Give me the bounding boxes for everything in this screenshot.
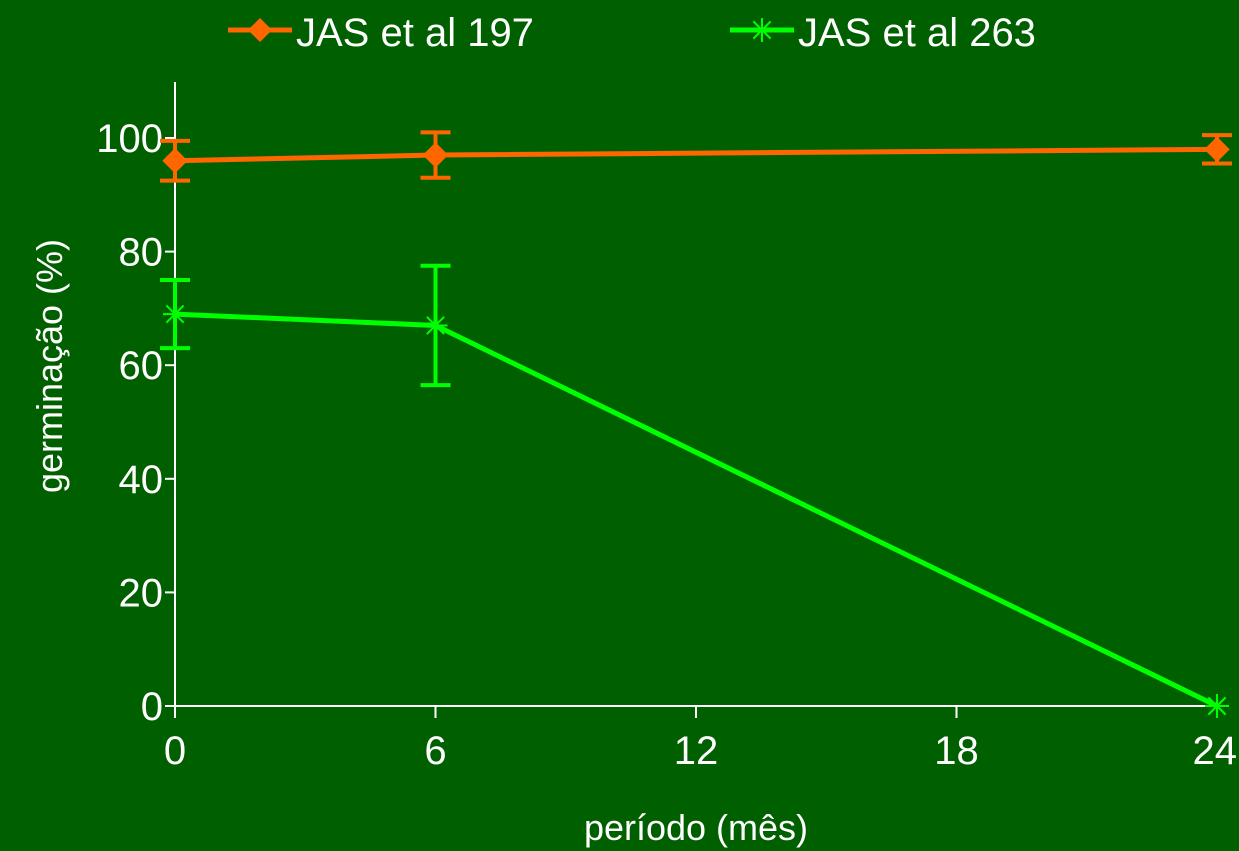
legend-asterisk-marker	[750, 18, 774, 42]
asterisk-glyph	[750, 18, 774, 42]
y-tick-label: 80	[119, 231, 164, 275]
data-point-diamond	[162, 148, 188, 174]
x-axis-label: período (mês)	[584, 807, 808, 848]
asterisk-stroke	[1207, 696, 1227, 716]
x-tick-label: 0	[164, 729, 186, 773]
x-tick-label: 6	[424, 729, 446, 773]
axes: 0 20 40 60 80 100 0 6 12 18 24	[96, 82, 1237, 773]
y-axis-ticks: 0 20 40 60 80 100	[96, 117, 175, 729]
data-point-asterisk	[1205, 694, 1229, 718]
legend-diamond-marker	[248, 18, 272, 42]
legend-label-jas-263: JAS et al 263	[798, 11, 1036, 55]
plot-layer	[160, 130, 1232, 718]
y-tick-label: 100	[96, 117, 163, 161]
asterisk-stroke	[426, 316, 445, 335]
data-point-asterisk	[163, 302, 187, 327]
y-tick-label: 60	[119, 344, 164, 388]
y-tick-label: 40	[119, 458, 164, 502]
y-tick-label: 0	[141, 685, 163, 729]
x-tick-label: 24	[1193, 729, 1238, 773]
data-point-diamond	[1204, 136, 1230, 163]
y-tick-label: 20	[119, 571, 164, 615]
data-point-diamond	[422, 142, 449, 168]
x-tick-label: 18	[934, 729, 979, 773]
legend-label-jas-197: JAS et al 197	[296, 11, 534, 55]
asterisk-stroke	[752, 20, 772, 40]
x-tick-label: 12	[674, 729, 719, 773]
series-jas-et-al-263	[160, 263, 1229, 718]
legend-item-jas-197: JAS et al 197	[228, 11, 534, 55]
series-line-jas-et-al-197	[174, 146, 1218, 164]
series-line-jas-et-al-263	[174, 311, 1219, 709]
series-jas-et-al-197	[160, 130, 1232, 183]
y-axis-label: germinação (%)	[29, 239, 70, 493]
legend: JAS et al 197 JAS et al 263	[228, 11, 1036, 55]
legend-item-jas-263: JAS et al 263	[730, 11, 1036, 55]
asterisk-stroke	[165, 304, 185, 324]
data-point-asterisk	[423, 313, 448, 338]
x-axis-ticks: 0 6 12 18 24	[164, 706, 1237, 773]
